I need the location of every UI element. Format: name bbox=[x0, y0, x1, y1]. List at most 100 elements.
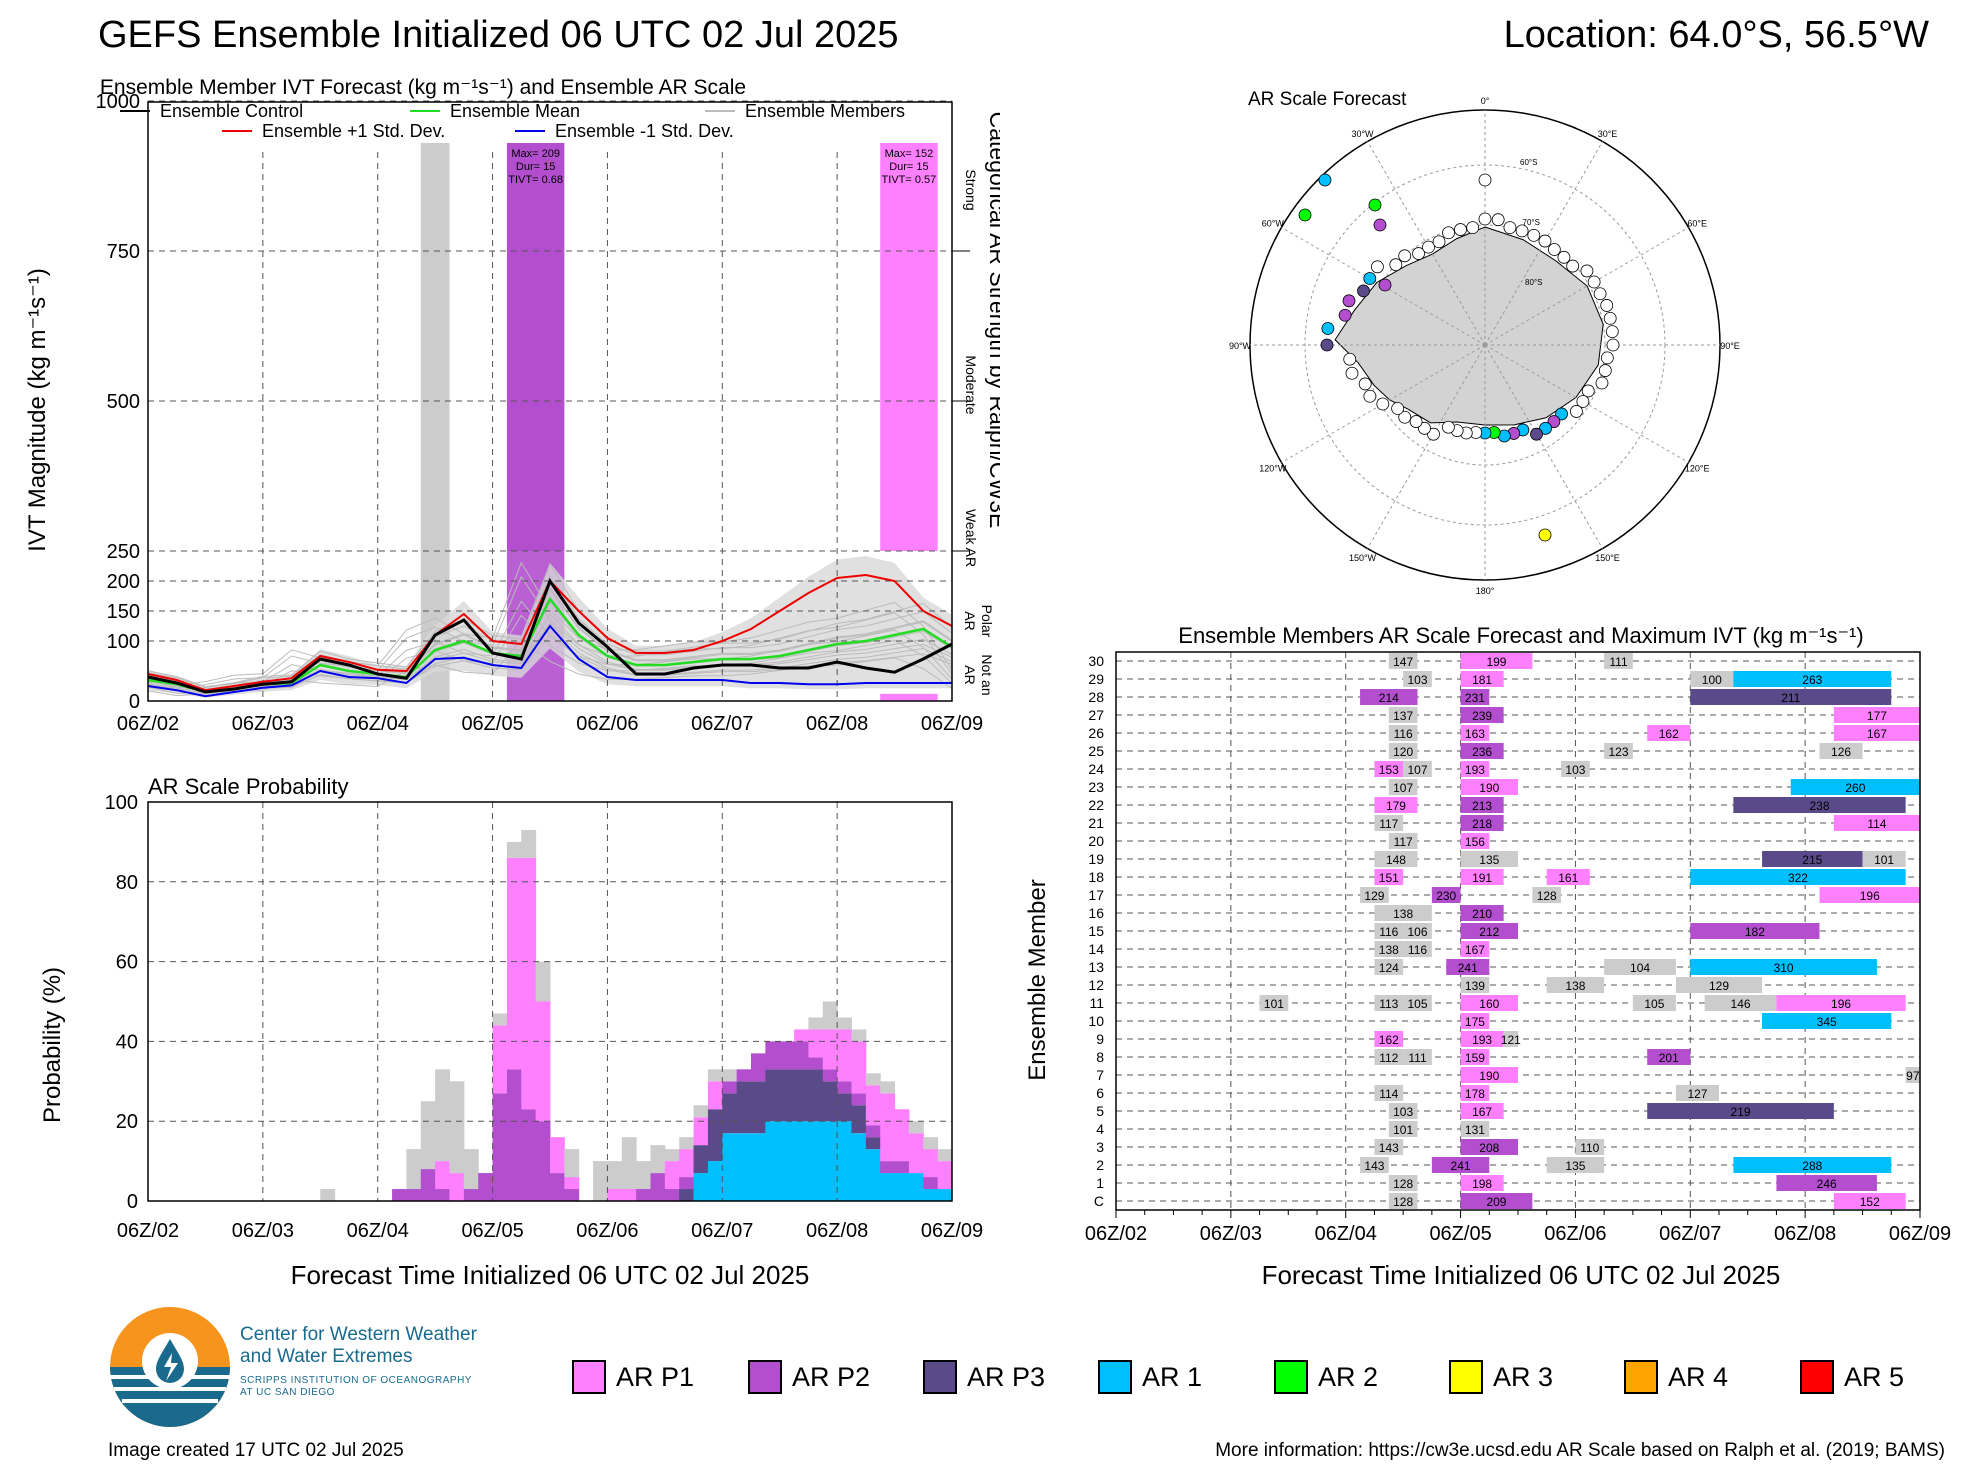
prob-xtick-label: 06Z/08 bbox=[806, 1220, 868, 1242]
member-label: 29 bbox=[1088, 671, 1104, 687]
map-coast-dot bbox=[1321, 322, 1335, 335]
member-event-p2 bbox=[1460, 1193, 1533, 1209]
member-event-p2 bbox=[1460, 905, 1504, 921]
member-event-label: 167 bbox=[1867, 727, 1887, 741]
member-event-label: 263 bbox=[1802, 673, 1822, 687]
ivt-ytick-label: 150 bbox=[107, 601, 140, 623]
prob-bar-gray bbox=[564, 1149, 580, 1178]
map-coast-dot bbox=[1570, 405, 1583, 418]
member-event-gray bbox=[1604, 959, 1676, 975]
member-event-p1 bbox=[1460, 1031, 1504, 1047]
member-event-label: 198 bbox=[1472, 1177, 1492, 1191]
member-label: 21 bbox=[1088, 815, 1104, 831]
map-lon-label: 90°E bbox=[1720, 341, 1740, 351]
member-event-p1 bbox=[1460, 653, 1533, 669]
legend-item-ar-2: AR 2 bbox=[1274, 1357, 1378, 1397]
member-event-p1 bbox=[1460, 761, 1490, 777]
prob-bar-p2 bbox=[851, 1093, 867, 1106]
ivt-ar-annotation: Dur= 15 bbox=[889, 161, 928, 173]
member-event-p1 bbox=[1460, 833, 1490, 849]
member-event-gray bbox=[1374, 959, 1404, 975]
member-label: 6 bbox=[1096, 1085, 1104, 1101]
ivt-category-label: Strong bbox=[963, 169, 979, 210]
member-event-label: 148 bbox=[1386, 853, 1406, 867]
member-event-gray bbox=[1403, 923, 1432, 939]
ivt-xtick-label: 06Z/09 bbox=[921, 713, 983, 735]
prob-ytick-label: 60 bbox=[116, 952, 138, 974]
member-event-p2 bbox=[1460, 1139, 1518, 1155]
prob-bar-gray bbox=[908, 1121, 924, 1134]
prob-bar-p2 bbox=[463, 1189, 479, 1201]
map-lon-label: 150°E bbox=[1595, 553, 1620, 563]
member-event-label: 117 bbox=[1394, 835, 1413, 849]
prob-xlabel: Forecast Time Initialized 06 UTC 02 Jul … bbox=[291, 1260, 810, 1290]
member-event-label: 162 bbox=[1379, 1033, 1399, 1047]
member-event-gray bbox=[1360, 887, 1389, 903]
map-lat-label: 80°S bbox=[1525, 278, 1542, 287]
legend-label: AR P1 bbox=[616, 1361, 695, 1392]
member-label: 27 bbox=[1088, 707, 1104, 723]
prob-bar-ar1 bbox=[808, 1121, 824, 1201]
prob-xtick-label: 06Z/05 bbox=[461, 1220, 523, 1242]
map-lon-label: 120°W bbox=[1259, 464, 1287, 474]
member-event-p2 bbox=[1431, 1157, 1490, 1173]
map-point bbox=[1373, 218, 1387, 232]
logo-line2: and Water Extremes bbox=[240, 1346, 413, 1367]
ivt-member-line bbox=[147, 561, 953, 687]
member-event-p1 bbox=[1374, 797, 1418, 813]
prob-bar-p1 bbox=[937, 1161, 953, 1190]
prob-bar-p2 bbox=[535, 1121, 551, 1201]
prob-bar-p1 bbox=[865, 1085, 881, 1126]
ivt-category-label: Weak AR bbox=[963, 509, 979, 567]
member-event-label: 190 bbox=[1479, 1069, 1499, 1083]
legend-swatch bbox=[1274, 1360, 1308, 1394]
map-coast-dot bbox=[1342, 294, 1356, 308]
member-label: 16 bbox=[1088, 905, 1104, 921]
prob-bar-gray bbox=[693, 1105, 709, 1118]
map-coast-dot bbox=[1478, 212, 1492, 226]
prob-bar-ar1 bbox=[923, 1189, 939, 1201]
member-event-gray bbox=[1374, 851, 1418, 867]
member-event-gray bbox=[1403, 1049, 1432, 1065]
legend-swatch bbox=[923, 1360, 957, 1394]
prob-bar-p2 bbox=[679, 1177, 695, 1190]
member-event-gray bbox=[1374, 941, 1404, 957]
member-event-gray bbox=[1675, 1085, 1719, 1101]
prob-bar-ar1 bbox=[736, 1133, 752, 1201]
member-event-gray bbox=[1374, 1085, 1404, 1101]
member-label: 19 bbox=[1088, 851, 1104, 867]
member-event-p1 bbox=[1647, 725, 1691, 741]
map-coast-dot bbox=[1530, 427, 1543, 441]
member-label: 2 bbox=[1096, 1157, 1104, 1173]
prob-bar-p2 bbox=[521, 1109, 537, 1201]
legend-item-ar-p1: AR P1 bbox=[572, 1357, 694, 1397]
prob-bar-ar1 bbox=[937, 1189, 953, 1201]
member-event-label: 128 bbox=[1537, 889, 1557, 903]
ivt-category-label: Not anAR bbox=[962, 654, 995, 695]
ivt-xtick-label: 06Z/04 bbox=[347, 713, 409, 735]
member-event-label: 101 bbox=[1264, 997, 1284, 1011]
prob-bar-p1 bbox=[621, 1189, 637, 1201]
prob-bar-gray bbox=[621, 1137, 637, 1190]
member-event-label: 199 bbox=[1486, 655, 1506, 669]
legend-label: AR 5 bbox=[1844, 1361, 1905, 1392]
member-event-p1 bbox=[1460, 671, 1504, 687]
map-coast-dot bbox=[1320, 338, 1334, 352]
ivt-legend-label: Ensemble +1 Std. Dev. bbox=[262, 121, 445, 141]
member-ylabel: Ensemble Member bbox=[1024, 879, 1051, 1080]
ivt-ar-annotation: Max= 152 bbox=[885, 148, 934, 160]
map-coast-dot bbox=[1605, 325, 1619, 339]
member-event-label: 210 bbox=[1472, 907, 1492, 921]
legend-label: AR 2 bbox=[1318, 1361, 1379, 1392]
prob-bar-gray bbox=[406, 1149, 422, 1190]
member-xtick-label: 06Z/08 bbox=[1774, 1223, 1836, 1245]
member-event-label: 128 bbox=[1393, 1195, 1413, 1209]
member-event-label: 116 bbox=[1379, 925, 1398, 939]
ivt-xtick-label: 06Z/02 bbox=[117, 713, 179, 735]
member-event-label: 153 bbox=[1379, 763, 1399, 777]
member-event-p1 bbox=[1833, 1193, 1906, 1209]
member-event-label: 218 bbox=[1472, 817, 1492, 831]
prob-bar-p3 bbox=[865, 1137, 881, 1150]
ivt-category-part: AR bbox=[962, 611, 978, 630]
